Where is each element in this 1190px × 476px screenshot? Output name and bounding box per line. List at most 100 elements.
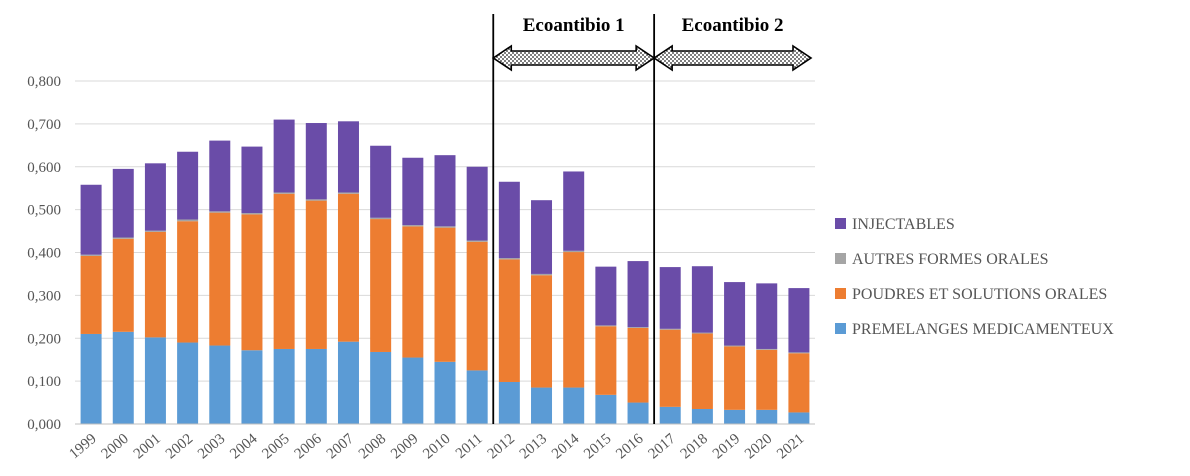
legend-label: POUDRES ET SOLUTIONS ORALES <box>852 286 1107 303</box>
bar-segment <box>627 402 649 424</box>
x-tick-label: 2009 <box>388 431 421 463</box>
bar-segment <box>531 273 553 276</box>
bar-segment <box>241 213 263 215</box>
bar-segment <box>144 163 166 231</box>
bar-segment <box>563 387 585 424</box>
bar-segment <box>209 345 231 424</box>
x-tick-label: 2017 <box>646 430 680 462</box>
bar-segment <box>724 409 746 424</box>
bar-segment <box>531 387 553 424</box>
bar-segment <box>788 412 810 424</box>
bar-segment <box>659 329 681 407</box>
bar-segment <box>112 331 134 424</box>
bar-segment <box>627 261 649 328</box>
bar-segment <box>724 345 746 347</box>
bar-segment <box>531 275 553 388</box>
y-tick-label: 0,000 <box>27 417 61 433</box>
bar-segment <box>756 409 778 424</box>
bar-segment <box>177 221 199 343</box>
bar-segment <box>337 192 359 194</box>
bar-segment <box>756 283 778 349</box>
y-tick-label: 0,600 <box>27 160 61 176</box>
legend-label: AUTRES FORMES ORALES <box>852 251 1048 268</box>
legend: INJECTABLES AUTRES FORMES ORALES POUDRES E… <box>835 216 1114 338</box>
y-tick-label: 0,500 <box>27 203 61 219</box>
x-axis: 1999200020012002200320042005200620072008… <box>66 423 815 463</box>
bar-segment <box>788 288 810 353</box>
bar-segment <box>434 226 456 228</box>
bar-segment <box>177 342 199 424</box>
period-arrow <box>652 44 813 72</box>
bar-segment <box>659 328 681 330</box>
bar-segment <box>370 145 392 218</box>
bar-segment <box>80 255 102 334</box>
x-tick-label: 2006 <box>292 430 326 462</box>
bar-segment <box>337 121 359 193</box>
bar-segment <box>273 119 295 193</box>
bar-segment <box>498 181 520 259</box>
x-tick-label: 2016 <box>613 430 647 462</box>
x-tick-label: 2019 <box>710 431 743 463</box>
x-tick-label: 2000 <box>99 431 132 463</box>
bar-segment <box>112 168 134 238</box>
bar-segment <box>305 123 327 200</box>
bar-segment <box>241 214 263 351</box>
bar-segment <box>466 241 488 371</box>
x-tick-label: 2021 <box>774 431 807 463</box>
bar-segment <box>144 231 166 338</box>
y-tick-label: 0,400 <box>27 246 61 262</box>
bar-segment <box>80 333 102 424</box>
bar-segment <box>563 171 585 251</box>
bar-segment <box>627 327 649 328</box>
bar-segment <box>305 348 327 424</box>
y-tick-label: 0,700 <box>27 117 61 133</box>
legend-swatch <box>835 253 846 264</box>
x-tick-label: 2010 <box>420 431 453 463</box>
bar-segment <box>659 406 681 424</box>
bar-segment <box>691 332 713 334</box>
bar-segment <box>627 327 649 403</box>
bar-segment <box>144 230 166 232</box>
bar-segment <box>691 266 713 333</box>
bar-segment <box>112 238 134 332</box>
x-tick-label: 2015 <box>581 431 614 463</box>
bar-segment <box>498 259 520 382</box>
bars <box>80 119 810 424</box>
bar-segment <box>80 254 102 256</box>
bar-segment <box>402 225 424 227</box>
y-tick-label: 0,100 <box>27 374 61 390</box>
x-tick-label: 2007 <box>324 430 358 462</box>
x-tick-label: 2018 <box>678 431 711 463</box>
bar-segment <box>273 193 295 349</box>
x-tick-label: 2008 <box>356 431 389 463</box>
bar-segment <box>112 237 134 239</box>
bar-segment <box>788 352 810 354</box>
bar-segment <box>563 252 585 388</box>
legend-swatch <box>835 323 846 334</box>
x-tick-label: 2013 <box>517 431 550 463</box>
bar-segment <box>273 192 295 194</box>
bar-segment <box>691 408 713 424</box>
x-tick-label: 2005 <box>259 431 292 463</box>
bar-segment <box>756 348 778 350</box>
legend-swatch <box>835 288 846 299</box>
bar-segment <box>595 326 617 395</box>
bar-segment <box>144 337 166 424</box>
bar-segment <box>595 325 617 327</box>
period-arrow <box>491 44 656 72</box>
bar-segment <box>498 258 520 260</box>
bar-segment <box>724 282 746 346</box>
bar-segment <box>498 381 520 424</box>
bar-segment <box>177 151 199 220</box>
x-tick-label: 2001 <box>131 431 164 463</box>
bar-segment <box>434 361 456 424</box>
bar-segment <box>305 199 327 201</box>
bar-segment <box>434 227 456 362</box>
bar-segment <box>595 266 617 326</box>
period-label: Ecoantibio 2 <box>682 15 784 36</box>
x-tick-label: 1999 <box>66 431 99 463</box>
bar-segment <box>370 217 392 220</box>
bar-segment <box>466 166 488 241</box>
x-tick-label: 2004 <box>227 430 261 462</box>
